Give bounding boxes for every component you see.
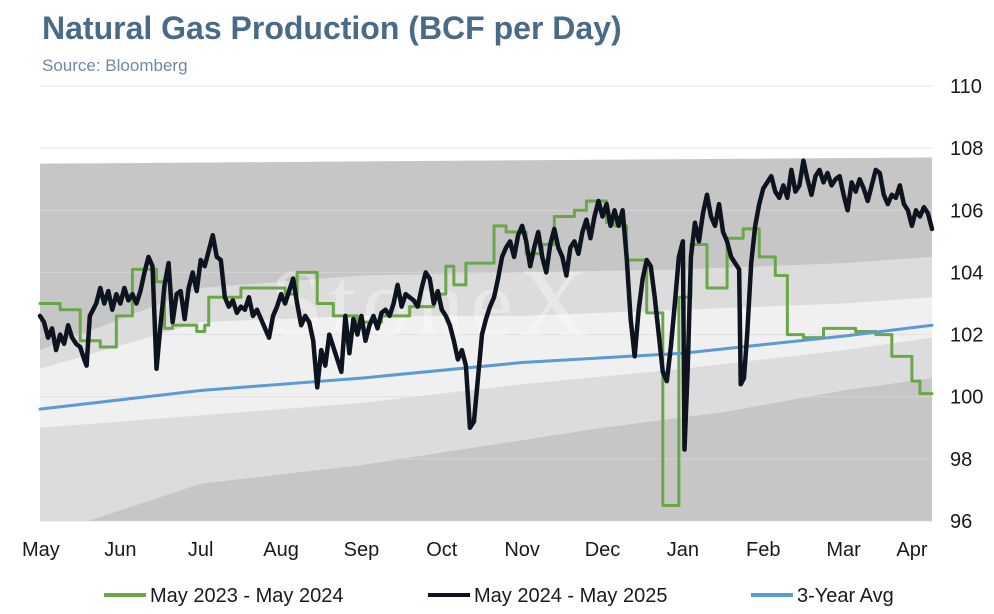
x-tick-label: May	[22, 539, 60, 561]
chart-title: Natural Gas Production (BCF per Day)	[42, 10, 622, 46]
series-line-2	[37, 158, 935, 452]
series-line-3	[38, 323, 934, 411]
y-tick-label: 102	[950, 325, 983, 347]
gridlines	[40, 85, 932, 522]
x-tick-label: Oct	[426, 539, 458, 561]
band-center	[40, 297, 932, 428]
x-tick-label: Apr	[896, 539, 927, 561]
x-tick-label: Jul	[188, 539, 214, 561]
legend: May 2023 - May 2024 May 2024 - May 2025 3-…	[104, 585, 894, 607]
y-tick-label: 108	[950, 138, 983, 160]
x-tick-label: Sep	[344, 539, 380, 561]
y-tick-label: 106	[950, 200, 983, 222]
legend-label: May 2023 - May 2024	[150, 585, 343, 607]
x-axis: May Jun Jul Aug Sep Oct Nov Dec Jan Feb Mar Apr	[22, 539, 928, 561]
y-tick-label: 98	[950, 449, 972, 471]
y-tick-label: 100	[950, 387, 983, 409]
x-tick-label: Jun	[104, 539, 136, 561]
x-tick-label: Dec	[585, 539, 621, 561]
x-tick-label: Mar	[826, 539, 861, 561]
y-tick-label: 104	[950, 262, 983, 284]
series-lines	[37, 158, 935, 507]
x-tick-label: Jan	[667, 539, 699, 561]
y-axis: 96 98 100 102 104 106 108 110	[950, 76, 983, 533]
y-tick-label: 110	[950, 76, 982, 98]
legend-label: May 2024 - May 2025	[474, 585, 667, 607]
chart-subtitle: Source: Bloomberg	[42, 56, 188, 75]
y-tick-label: 96	[950, 511, 972, 533]
x-tick-label: Nov	[504, 539, 540, 561]
x-tick-label: Aug	[263, 539, 299, 561]
series-line-1	[38, 199, 934, 507]
legend-label: 3-Year Avg	[797, 585, 894, 607]
x-tick-label: Feb	[746, 539, 780, 561]
